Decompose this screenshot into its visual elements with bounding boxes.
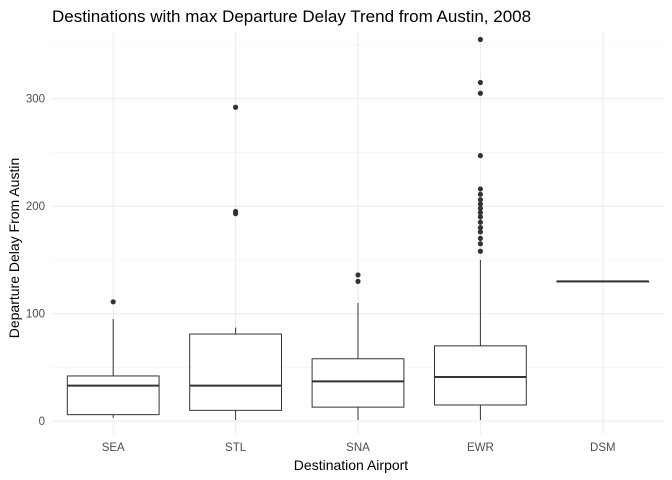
x-axis-ticks: SEA STL SNA EWR DSM [102,442,616,454]
outlier-point [477,191,483,197]
y-tick-label: 100 [26,309,45,321]
box-stl [189,104,282,421]
x-axis-label: Destination Airport [294,457,409,473]
outlier-point [477,209,483,216]
x-tick-label: DSM [590,442,616,454]
y-tick-label: 300 [26,94,45,106]
outlier-point [477,186,483,192]
x-tick-label: SNA [346,442,370,454]
y-axis-ticks: 0 100 200 300 [26,94,45,428]
x-tick-label: STL [225,442,247,454]
box-series [66,36,650,421]
outlier-point [110,299,116,305]
outlier-point [355,278,361,284]
interquartile-box [434,345,527,406]
outlier-point [477,36,483,43]
outlier-point [355,272,361,278]
outlier-point [233,104,239,110]
y-tick-label: 200 [26,201,45,213]
outlier-point [477,214,483,220]
y-tick-label: 0 [39,416,45,428]
outlier-point [477,229,483,235]
outlier-point [477,235,483,241]
chart-title: Destinations with max Departure Delay Tr… [52,7,531,26]
box-dsm [556,280,650,283]
outlier-point [477,225,483,231]
outlier-point [233,208,239,215]
box-sna [311,272,405,421]
box-sea [66,299,160,418]
x-tick-label: SEA [102,442,125,454]
y-axis-label: Departure Delay From Austin [6,158,22,339]
outlier-point [477,201,483,207]
x-tick-label: EWR [467,442,494,454]
interquartile-box [189,333,282,411]
outlier-point [477,241,483,247]
interquartile-box [66,375,160,416]
outlier-point [477,90,483,96]
outlier-point [477,79,483,86]
box-ewr [434,36,527,421]
interquartile-box [311,358,405,408]
outlier-point [477,219,483,225]
outlier-point [477,248,483,254]
outlier-point [477,205,483,211]
outlier-point [477,197,483,203]
outlier-point [477,153,483,159]
